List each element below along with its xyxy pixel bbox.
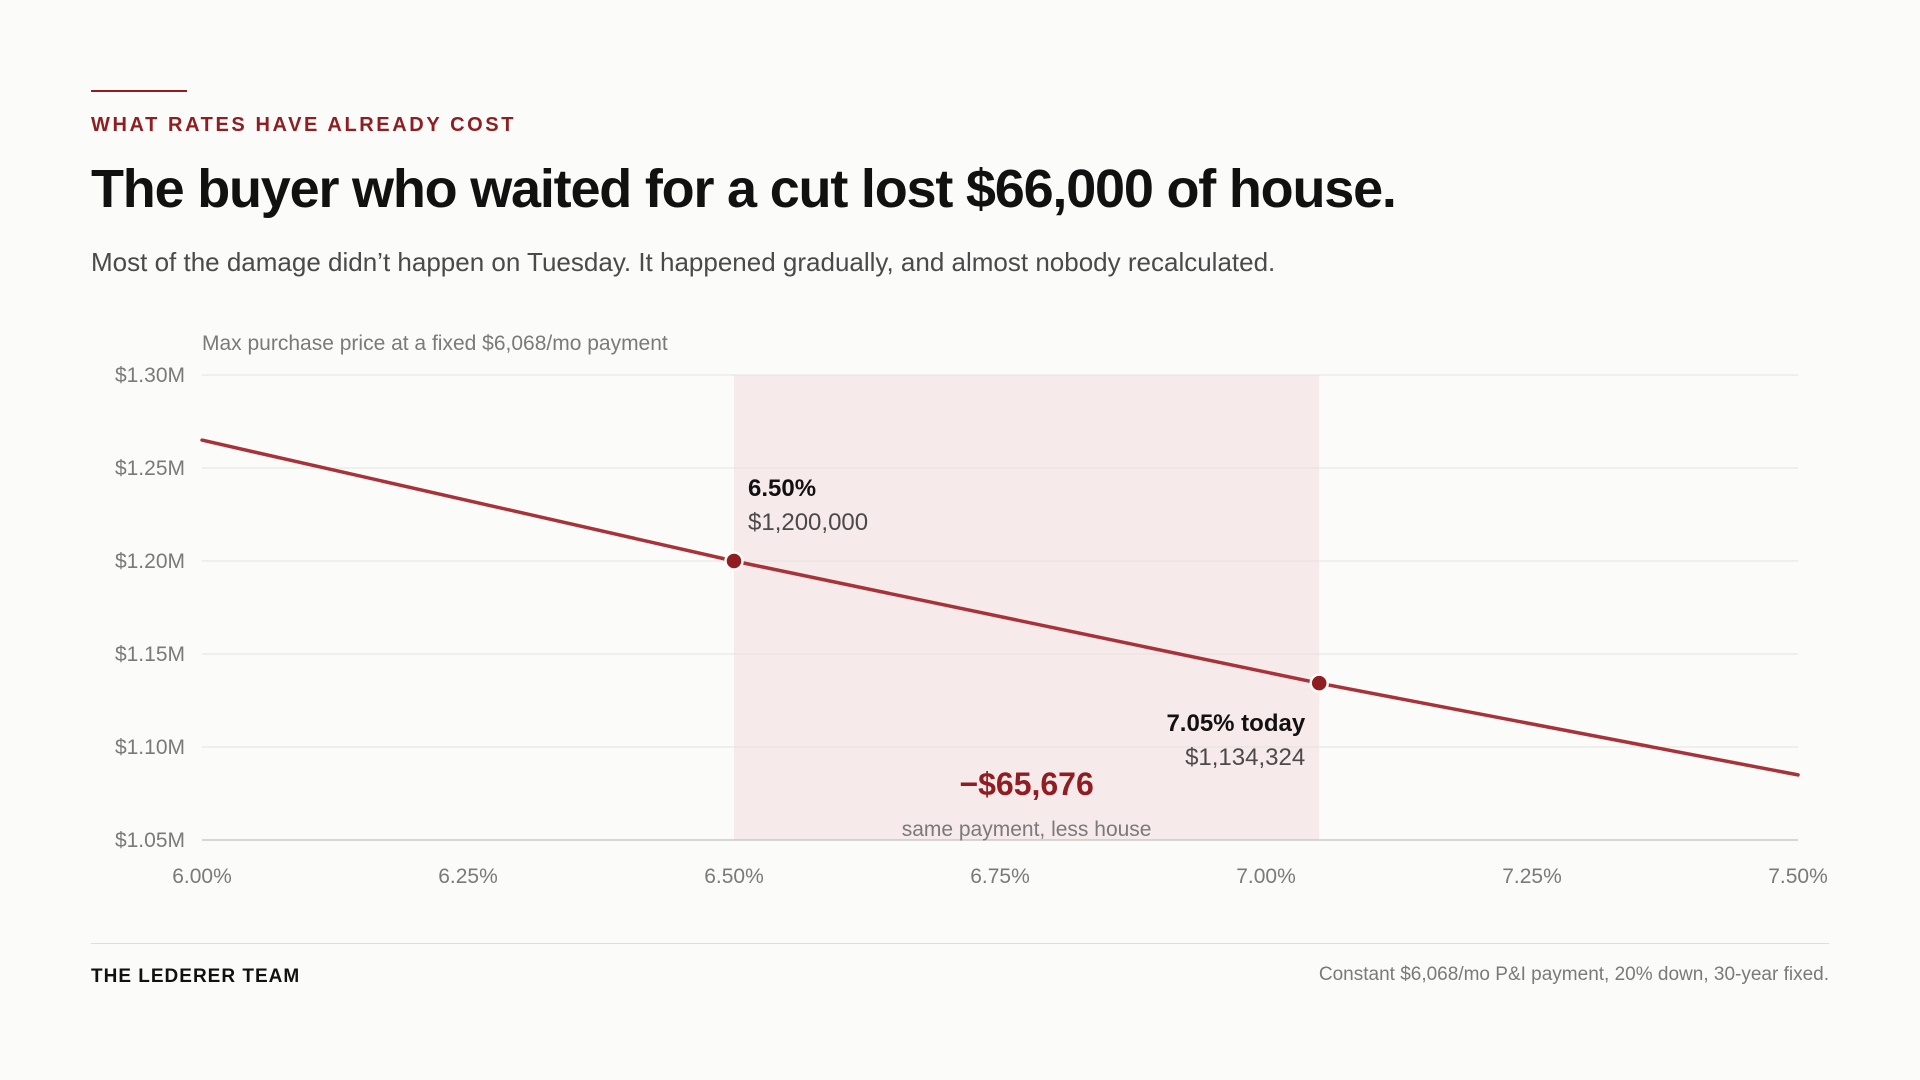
footnote: Constant $6,068/mo P&I payment, 20% down… [1318, 964, 1829, 985]
y-axis-title: Max purchase price at a fixed $6,068/mo … [202, 332, 668, 355]
y-tick-label: $1.15M [115, 643, 185, 666]
x-tick-label: 7.50% [1768, 865, 1828, 888]
page-title: The buyer who waited for a cut lost $66,… [91, 159, 1397, 219]
difference-value: −$65,676 [959, 766, 1093, 802]
highlight-band [734, 375, 1320, 840]
difference-caption: same payment, less house [902, 818, 1152, 841]
x-tick-label: 7.25% [1502, 865, 1562, 888]
series-line [200, 438, 1800, 777]
point-value-label: $1,200,000 [748, 509, 868, 536]
x-tick-label: 6.75% [970, 865, 1030, 888]
footer-divider [91, 943, 1829, 944]
kicker-rule [91, 90, 187, 92]
subtitle: Most of the damage didn’t happen on Tues… [91, 247, 1276, 277]
x-tick-label: 6.50% [704, 865, 764, 888]
y-tick-label: $1.30M [115, 364, 185, 387]
y-tick-label: $1.25M [115, 457, 185, 480]
y-tick-label: $1.05M [115, 829, 185, 852]
point-value-label: $1,134,324 [1185, 744, 1305, 771]
point-rate-label: 7.05% today [1166, 710, 1305, 737]
x-tick-label: 7.00% [1236, 865, 1296, 888]
x-tick-label: 6.25% [438, 865, 498, 888]
y-tick-label: $1.10M [115, 736, 185, 759]
data-point [1309, 673, 1329, 693]
point-rate-label: 6.50% [748, 475, 816, 502]
price-vs-rate-chart: $1.05M $1.10M $1.15M $1.20M $1.25M $1.30M 6.00… [115, 332, 1828, 888]
x-tick-label: 6.00% [172, 865, 232, 888]
kicker: WHAT RATES HAVE ALREADY COST [91, 114, 517, 136]
y-tick-label: $1.20M [115, 550, 185, 573]
data-point [724, 551, 744, 571]
brand-name: THE LEDERER TEAM [91, 966, 301, 987]
